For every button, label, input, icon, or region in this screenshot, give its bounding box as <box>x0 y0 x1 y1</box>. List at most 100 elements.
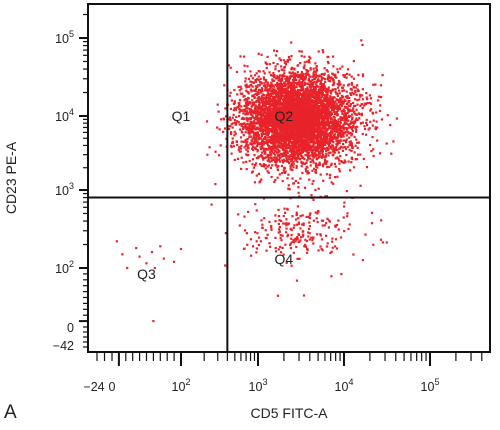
data-point <box>354 126 357 129</box>
data-point <box>326 60 329 64</box>
data-point <box>270 93 273 96</box>
data-point <box>272 72 275 75</box>
data-point <box>265 86 268 89</box>
data-point <box>273 129 276 132</box>
data-point <box>295 108 298 111</box>
data-point <box>253 137 256 140</box>
data-point <box>281 91 285 94</box>
data-point <box>259 148 263 151</box>
data-point <box>251 170 254 173</box>
data-point <box>302 105 305 108</box>
data-point <box>350 157 353 160</box>
data-point <box>291 122 294 125</box>
data-point <box>274 160 277 163</box>
data-point <box>283 159 286 162</box>
data-point <box>356 141 359 144</box>
data-point <box>286 177 289 180</box>
data-point <box>290 97 293 100</box>
data-point <box>307 132 310 135</box>
data-point <box>287 79 290 82</box>
data-point <box>306 86 309 89</box>
data-point <box>260 82 264 85</box>
data-point <box>294 120 297 124</box>
data-point <box>280 133 283 137</box>
data-point <box>270 160 273 163</box>
data-point <box>323 97 326 100</box>
data-point <box>312 73 315 76</box>
data-point <box>261 156 264 159</box>
data-point <box>339 121 342 124</box>
data-point <box>251 124 254 127</box>
data-point <box>276 74 279 78</box>
data-point <box>289 149 292 152</box>
data-point <box>338 106 341 109</box>
data-point <box>266 170 269 173</box>
data-point <box>292 135 295 138</box>
data-point <box>276 144 279 147</box>
data-point <box>354 90 357 93</box>
data-point <box>331 77 334 80</box>
data-point <box>343 117 346 120</box>
data-point <box>255 93 259 96</box>
data-point <box>370 150 373 153</box>
data-point <box>288 111 291 114</box>
data-point <box>263 116 266 120</box>
data-point <box>286 89 289 92</box>
data-point <box>295 152 299 155</box>
data-point <box>269 148 272 151</box>
data-point <box>280 130 283 133</box>
data-point <box>269 74 272 77</box>
data-point <box>245 148 248 151</box>
data-point <box>316 144 319 147</box>
data-point <box>289 132 292 135</box>
data-point <box>285 149 288 152</box>
data-point <box>289 58 292 61</box>
data-point <box>345 90 348 93</box>
data-point <box>355 130 358 133</box>
data-point <box>360 39 363 42</box>
data-point <box>333 130 336 133</box>
data-point <box>256 86 259 89</box>
data-point <box>276 154 279 157</box>
data-point <box>245 168 248 171</box>
data-point <box>243 110 246 113</box>
data-point <box>296 97 299 100</box>
data-point <box>317 94 320 97</box>
data-point <box>259 146 262 149</box>
data-point <box>249 142 252 145</box>
data-point <box>285 83 289 86</box>
data-point <box>299 111 303 114</box>
data-point <box>268 71 271 74</box>
data-point <box>326 146 329 149</box>
data-point <box>300 97 303 100</box>
data-point <box>245 116 248 120</box>
data-point <box>315 65 318 68</box>
data-point <box>294 126 297 129</box>
data-point <box>252 148 255 152</box>
data-point <box>285 93 288 96</box>
data-point <box>296 99 299 102</box>
data-point <box>315 85 318 89</box>
data-point <box>293 86 296 90</box>
data-point <box>314 83 317 86</box>
data-point <box>264 80 267 83</box>
data-point <box>317 50 320 53</box>
data-point <box>240 117 243 120</box>
data-point <box>302 107 306 110</box>
data-point <box>242 161 245 164</box>
data-point <box>322 110 326 113</box>
data-point <box>306 119 309 122</box>
data-point <box>245 110 248 113</box>
data-point <box>278 86 281 89</box>
data-point <box>301 95 304 98</box>
data-point <box>310 137 313 140</box>
data-point <box>333 137 336 140</box>
data-point <box>283 75 286 78</box>
data-point <box>305 131 308 135</box>
data-point <box>258 136 261 139</box>
data-point <box>271 131 274 134</box>
data-point <box>252 94 255 97</box>
data-point <box>344 161 347 164</box>
data-point <box>240 122 243 126</box>
data-point <box>310 121 313 124</box>
